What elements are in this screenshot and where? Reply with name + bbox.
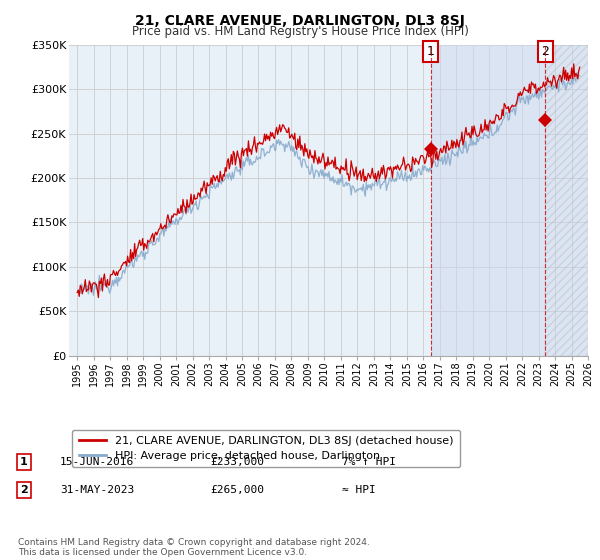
Text: ≈ HPI: ≈ HPI <box>342 485 376 495</box>
Text: 31-MAY-2023: 31-MAY-2023 <box>60 485 134 495</box>
Bar <box>431 45 545 356</box>
Text: 2: 2 <box>20 485 28 495</box>
Legend: 21, CLARE AVENUE, DARLINGTON, DL3 8SJ (detached house), HPI: Average price, deta: 21, CLARE AVENUE, DARLINGTON, DL3 8SJ (d… <box>72 430 460 467</box>
Text: 2: 2 <box>542 45 550 58</box>
Text: 15-JUN-2016: 15-JUN-2016 <box>60 457 134 467</box>
Text: Contains HM Land Registry data © Crown copyright and database right 2024.
This d: Contains HM Land Registry data © Crown c… <box>18 538 370 557</box>
Text: 1: 1 <box>427 45 434 58</box>
Text: £233,000: £233,000 <box>210 457 264 467</box>
Bar <box>545 45 588 356</box>
Text: Price paid vs. HM Land Registry's House Price Index (HPI): Price paid vs. HM Land Registry's House … <box>131 25 469 38</box>
Text: 1: 1 <box>20 457 28 467</box>
Text: £265,000: £265,000 <box>210 485 264 495</box>
Text: 7% ↑ HPI: 7% ↑ HPI <box>342 457 396 467</box>
Text: 21, CLARE AVENUE, DARLINGTON, DL3 8SJ: 21, CLARE AVENUE, DARLINGTON, DL3 8SJ <box>135 14 465 28</box>
